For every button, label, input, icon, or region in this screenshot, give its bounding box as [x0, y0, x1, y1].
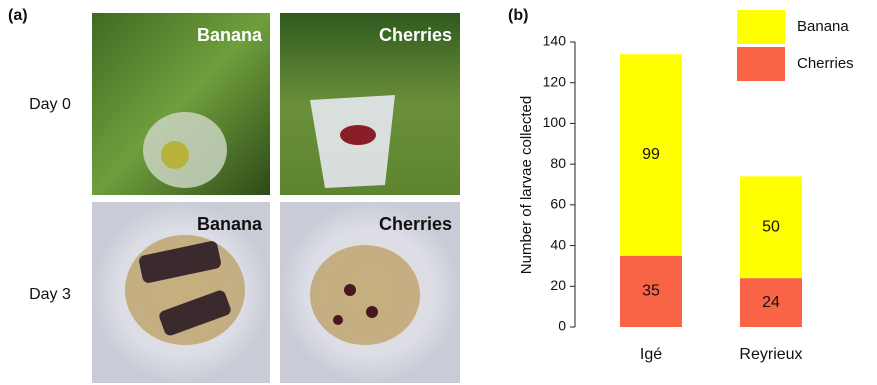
- y-axis-title: Number of larvae collected: [518, 96, 535, 274]
- photo: Cherries: [280, 202, 460, 383]
- y-tick-label: 80: [550, 155, 566, 171]
- data-label: 24: [762, 294, 780, 311]
- legend-swatch: [737, 10, 785, 44]
- legend-swatch: [737, 47, 785, 81]
- y-tick-label: 140: [543, 33, 567, 49]
- y-tick-label: 0: [558, 318, 566, 334]
- x-tick-label: Igé: [640, 346, 662, 363]
- panel-label: (b): [508, 7, 528, 24]
- photo-label: Cherries: [379, 25, 452, 45]
- photo-label: Cherries: [379, 214, 452, 234]
- data-label: 50: [762, 218, 780, 235]
- row-label: Day 3: [29, 286, 71, 303]
- y-tick-label: 40: [550, 236, 566, 252]
- y-tick-label: 20: [550, 277, 566, 293]
- panel-label: (a): [8, 7, 28, 24]
- photo-label: Banana: [197, 214, 263, 234]
- y-tick-label: 100: [543, 114, 567, 130]
- figure: (a) Day 0 Day 3 Banana Cherries Banana C…: [0, 0, 877, 385]
- row-label: Day 0: [29, 96, 71, 113]
- x-tick-label: Reyrieux: [739, 346, 802, 363]
- legend-label: Banana: [797, 18, 849, 35]
- photo-label: Banana: [197, 25, 263, 45]
- data-label: 99: [642, 146, 660, 163]
- photo: Banana: [92, 202, 270, 383]
- y-tick-label: 120: [543, 73, 567, 89]
- legend-label: Cherries: [797, 55, 854, 72]
- photo: Banana: [92, 13, 270, 195]
- data-label: 35: [642, 283, 660, 300]
- photo: Cherries: [280, 13, 460, 195]
- y-tick-label: 60: [550, 196, 566, 212]
